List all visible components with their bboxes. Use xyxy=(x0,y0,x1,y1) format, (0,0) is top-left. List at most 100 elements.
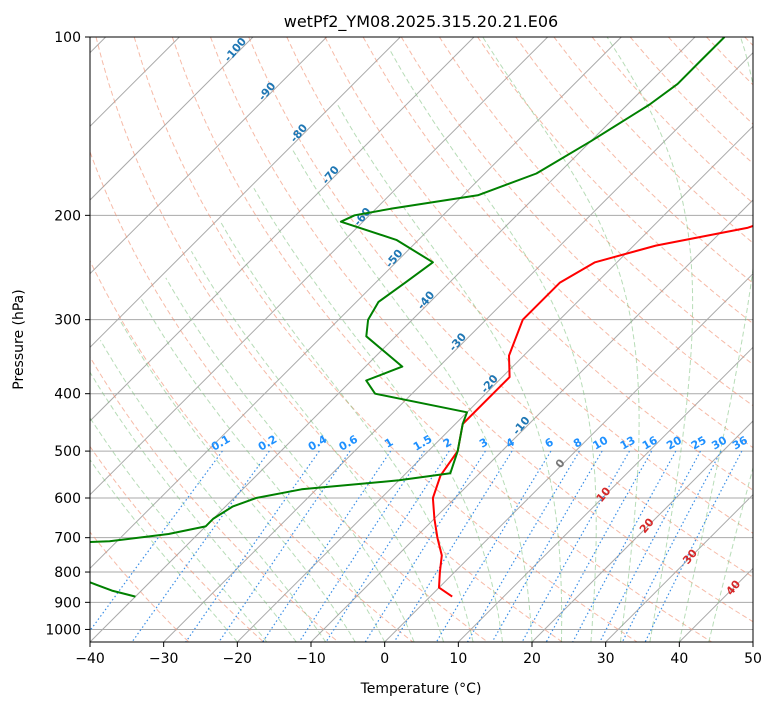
mixing-ratio-label: 10 xyxy=(591,433,611,452)
mixing-ratio-line xyxy=(218,450,351,642)
dry-adiabat-line xyxy=(133,37,638,642)
x-tick-label: −40 xyxy=(75,651,105,667)
dry-adiabat-line xyxy=(248,37,753,578)
mixing-ratio-line xyxy=(466,450,580,642)
mixing-ratio-label: 0.4 xyxy=(306,432,330,453)
mixing-ratio-label: 0.6 xyxy=(337,432,361,453)
dry-adiabat-label: -70 xyxy=(319,163,342,187)
mixing-ratio-line xyxy=(644,450,743,642)
moist-adiabat-line xyxy=(90,416,268,642)
x-tick-label: 50 xyxy=(744,651,762,667)
y-tick-label: 1000 xyxy=(45,622,81,638)
mixing-ratio-line xyxy=(262,450,392,642)
moist-adiabat-line xyxy=(389,49,597,642)
mixing-ratio-label: 6 xyxy=(543,435,556,450)
isotherm-line xyxy=(90,37,549,496)
dry-adiabat-label: -30 xyxy=(446,330,469,354)
x-tick-label: 0 xyxy=(380,651,389,667)
y-tick-label: 600 xyxy=(54,491,81,507)
mixing-ratio-line xyxy=(621,450,722,642)
moist-adiabat-line xyxy=(292,149,533,642)
dry-adiabat-line xyxy=(90,445,264,642)
dry-adiabat-line xyxy=(171,37,712,642)
mixing-ratio-line xyxy=(572,450,677,642)
mixing-ratio-line xyxy=(599,450,702,642)
isotherm-line xyxy=(605,493,753,642)
dry-adiabat-label: -50 xyxy=(383,247,406,271)
dry-adiabat-line xyxy=(90,531,190,642)
isotherm-line xyxy=(163,51,753,642)
moist-adiabat-line xyxy=(90,458,238,642)
moist-adiabat-line xyxy=(139,297,386,642)
mixing-ratio-line xyxy=(185,450,320,642)
x-tick-label: 30 xyxy=(597,651,615,667)
y-tick-label: 700 xyxy=(54,531,81,547)
x-axis-label: Temperature (°C) xyxy=(360,681,482,697)
moist-adiabat-line xyxy=(678,37,753,642)
mixing-ratio-label: 0.1 xyxy=(209,433,232,454)
isotherm-line xyxy=(90,37,696,642)
y-tick-label: 400 xyxy=(54,387,81,403)
moist-adiabat-label: 0 xyxy=(553,456,568,470)
background-grid xyxy=(90,37,753,642)
dry-adiabat-line xyxy=(668,37,753,125)
dry-adiabat-line xyxy=(286,37,753,534)
temperature-profile-line xyxy=(431,224,753,598)
x-tick-label: 20 xyxy=(523,651,541,667)
dewpoint-profile-line xyxy=(90,37,726,598)
moist-adiabat-line xyxy=(99,340,327,642)
mixing-ratio-label: 16 xyxy=(640,433,660,452)
dry-adiabat-label: -40 xyxy=(415,288,438,312)
isotherm-line xyxy=(90,37,401,349)
y-axis-label: Pressure (hPa) xyxy=(11,289,27,389)
moist-adiabat-line xyxy=(220,221,474,642)
dry-adiabat-label: -60 xyxy=(351,205,374,229)
dry-adiabat-line xyxy=(400,37,753,407)
plot-frame xyxy=(89,36,754,643)
isotherm-line xyxy=(457,346,753,642)
mixing-ratio-label: 30 xyxy=(709,433,729,452)
y-tick-label: 900 xyxy=(54,595,81,611)
y-axis: 100 200 300 400 500 600 700 800 900 1000 xyxy=(45,30,90,638)
isotherm-line xyxy=(384,272,753,642)
mixing-ratio-label: 1.5 xyxy=(411,433,434,454)
x-tick-label: −30 xyxy=(149,651,179,667)
dry-adiabat-label: -100 xyxy=(221,35,249,65)
moist-adiabat-line xyxy=(119,319,356,642)
mixing-ratio-line xyxy=(491,450,603,642)
x-tick-label: 40 xyxy=(670,651,688,667)
dry-adiabat-label: -90 xyxy=(256,79,279,103)
x-tick-label: −10 xyxy=(296,651,326,667)
moist-adiabat-line xyxy=(165,277,415,642)
moist-adiabat-line xyxy=(606,37,694,642)
dry-adiabat-label: -10 xyxy=(510,414,533,438)
profiles xyxy=(90,37,753,598)
dry-adiabat-line xyxy=(324,37,753,491)
dry-adiabat-line xyxy=(90,259,414,642)
isotherm-line xyxy=(236,125,753,642)
mixing-ratio-line xyxy=(325,450,450,642)
y-tick-label: 100 xyxy=(54,30,81,46)
isotherm-line xyxy=(90,37,254,201)
x-tick-label: −20 xyxy=(223,651,253,667)
mixing-ratio-line xyxy=(298,450,425,642)
dry-adiabat-line xyxy=(210,37,753,623)
moist-adiabat-label: 20 xyxy=(637,515,657,535)
x-tick-label: 10 xyxy=(449,651,467,667)
moist-adiabat-line xyxy=(190,251,445,642)
dry-adiabat-line xyxy=(477,37,753,325)
mixing-ratio-label: 0.2 xyxy=(256,433,279,454)
mixing-ratio-line xyxy=(131,450,270,642)
dry-adiabat-line xyxy=(90,150,488,642)
y-tick-label: 800 xyxy=(54,565,81,581)
isotherm-line xyxy=(531,420,753,642)
moist-adiabat-label: 30 xyxy=(680,546,700,566)
dry-adiabat-line xyxy=(438,37,753,366)
chart-title: wetPf2_YM08.2025.315.20.21.E06 xyxy=(284,12,558,32)
moist-adiabat-line xyxy=(90,371,297,642)
moist-adiabat-label: 10 xyxy=(594,484,614,504)
dry-adiabat-line xyxy=(515,37,753,284)
mixing-ratio-label: 25 xyxy=(689,434,709,453)
dry-adiabat-line xyxy=(706,37,753,86)
